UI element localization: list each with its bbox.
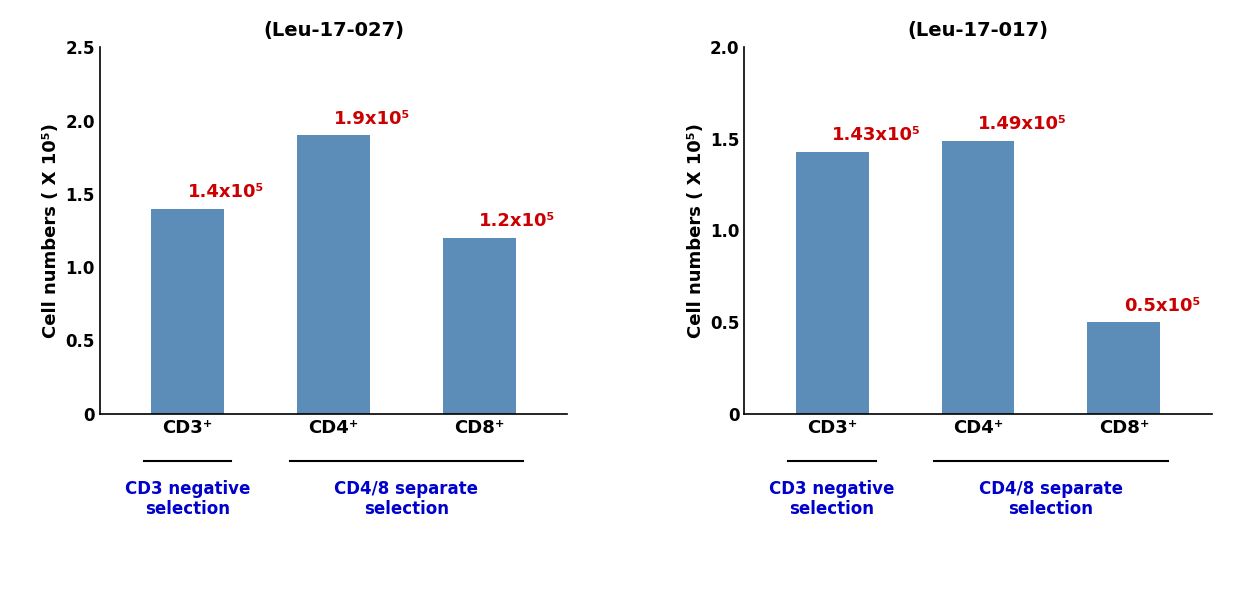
Y-axis label: Cell numbers ( X 10⁵): Cell numbers ( X 10⁵) [687, 123, 704, 338]
Text: 1.9x10⁵: 1.9x10⁵ [333, 110, 410, 128]
Bar [942, 141, 1014, 414]
Text: CD3 negative
selection: CD3 negative selection [769, 480, 894, 518]
Bar [443, 238, 516, 414]
Y-axis label: Cell numbers ( X 10⁵): Cell numbers ( X 10⁵) [42, 123, 60, 338]
Text: 1.49x10⁵: 1.49x10⁵ [978, 115, 1067, 134]
Text: 1.43x10⁵: 1.43x10⁵ [832, 126, 921, 144]
Text: 1.2x10⁵: 1.2x10⁵ [480, 213, 556, 230]
Text: 0.5x10⁵: 0.5x10⁵ [1124, 297, 1200, 315]
Bar [796, 152, 868, 414]
Bar [1088, 322, 1160, 414]
Text: CD3 negative
selection: CD3 negative selection [125, 480, 250, 518]
Text: 1.4x10⁵: 1.4x10⁵ [187, 183, 264, 201]
Text: CD4/8 separate
selection: CD4/8 separate selection [335, 480, 478, 518]
Text: CD4/8 separate
selection: CD4/8 separate selection [979, 480, 1123, 518]
Title: (Leu-17-027): (Leu-17-027) [264, 21, 403, 40]
Title: (Leu-17-017): (Leu-17-017) [908, 21, 1048, 40]
Bar [297, 135, 370, 414]
Bar [151, 209, 224, 414]
